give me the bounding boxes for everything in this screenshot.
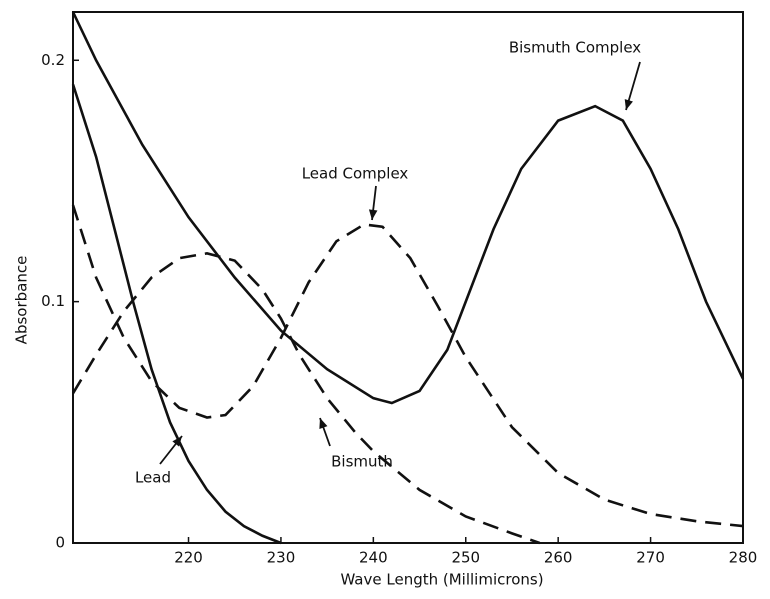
y-tick-label: 0: [55, 534, 65, 552]
annotation: Lead: [135, 469, 171, 487]
x-tick-label: 230: [267, 549, 296, 567]
curve: [71, 252, 541, 545]
annotation: Bismuth Complex: [509, 39, 641, 57]
arrow-head: [624, 99, 633, 110]
y-tick-label: 0.2: [41, 51, 65, 69]
annotation: Bismuth: [331, 453, 393, 471]
x-tick-label: 280: [729, 549, 758, 567]
y-tick-label: 0.1: [41, 292, 65, 310]
x-tick-label: 220: [174, 549, 203, 567]
y-axis-label: Absorbance: [13, 256, 31, 345]
plot-frame: [72, 11, 744, 544]
x-axis-label: Wave Length (Millimicrons): [340, 571, 543, 589]
curve: [71, 204, 744, 528]
annotation: Lead Complex: [302, 165, 409, 183]
curve: [71, 84, 282, 545]
arrow-head: [172, 436, 182, 447]
x-tick-label: 240: [359, 549, 388, 567]
arrow-head: [319, 418, 328, 429]
x-tick-label: 250: [451, 549, 480, 567]
curve: [71, 11, 745, 405]
x-tick-label: 260: [544, 549, 573, 567]
arrow-head: [368, 209, 378, 220]
x-tick-label: 270: [636, 549, 665, 567]
